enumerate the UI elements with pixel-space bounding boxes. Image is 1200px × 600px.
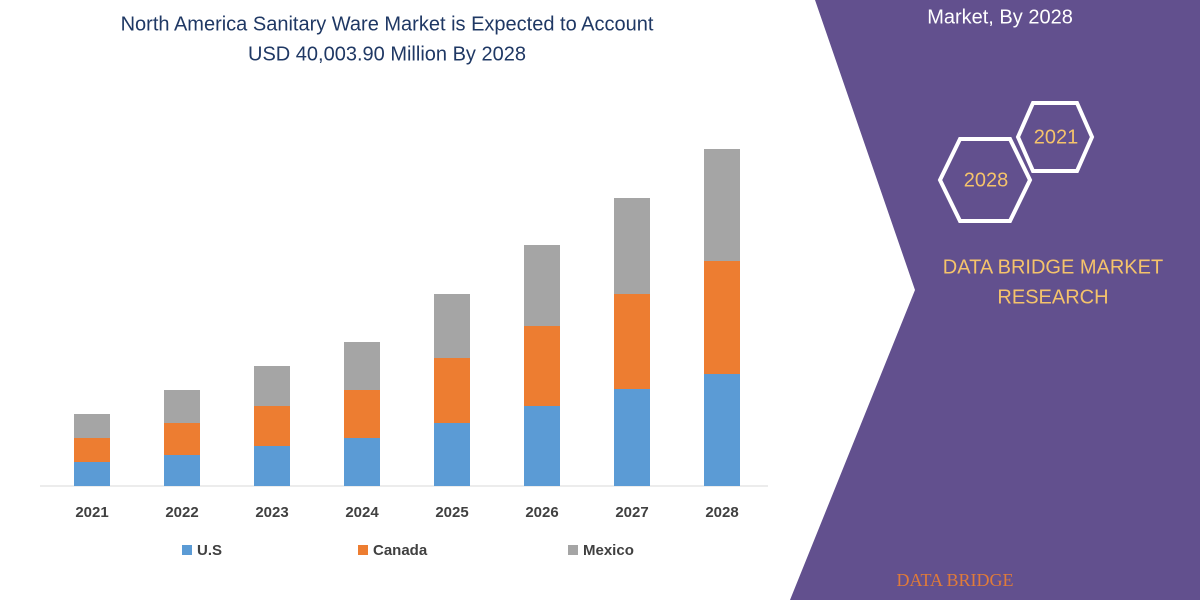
bar-segment [254, 406, 290, 446]
hex-year: 2028 [964, 169, 1009, 191]
x-tick-label: 2021 [75, 504, 108, 521]
bar-segment [524, 326, 560, 406]
chart-title: USD 40,003.90 Million By 2028 [248, 43, 526, 65]
x-tick-label: 2022 [165, 504, 198, 521]
bar-segment [434, 294, 470, 358]
logo: DATA BRIDGE [896, 570, 1013, 590]
bar-segment [74, 462, 110, 486]
bar-segment [164, 455, 200, 486]
bar-segment [524, 406, 560, 486]
bar-segment [704, 374, 740, 486]
bar-segment [344, 438, 380, 486]
hex-year: 2021 [1034, 126, 1079, 148]
bar-segment [704, 149, 740, 261]
bar-segment [614, 389, 650, 486]
bar-segment [614, 198, 650, 294]
legend-label: Canada [373, 542, 428, 559]
bar-segment [524, 245, 560, 326]
bar-segment [434, 423, 470, 486]
legend-label: Mexico [583, 542, 634, 559]
bar-segment [434, 358, 470, 423]
x-tick-label: 2027 [615, 504, 648, 521]
bar-segment [164, 390, 200, 423]
hexagon [937, 137, 1033, 223]
bar-segment [164, 423, 200, 455]
brand-text: DATA BRIDGE MARKET [943, 256, 1163, 278]
panel-heading: Market, By 2028 [927, 6, 1073, 28]
side-panel [790, 0, 1200, 600]
bar-segment [614, 294, 650, 389]
bar-segment [704, 261, 740, 374]
chart-title: North America Sanitary Ware Market is Ex… [121, 13, 654, 35]
x-tick-label: 2023 [255, 504, 288, 521]
hexagon [1015, 101, 1095, 173]
x-tick-label: 2025 [435, 504, 468, 521]
bar-segment [254, 366, 290, 406]
x-tick-label: 2028 [705, 504, 738, 521]
brand-text: RESEARCH [997, 286, 1108, 308]
bar-segment [254, 446, 290, 486]
legend-swatch [182, 545, 192, 555]
x-tick-label: 2024 [345, 504, 379, 521]
legend-label: U.S [197, 542, 222, 559]
legend-swatch [358, 545, 368, 555]
legend-swatch [568, 545, 578, 555]
bar-segment [74, 438, 110, 462]
bar-segment [344, 342, 380, 390]
bar-segment [74, 414, 110, 438]
x-tick-label: 2026 [525, 504, 558, 521]
bar-segment [344, 390, 380, 438]
